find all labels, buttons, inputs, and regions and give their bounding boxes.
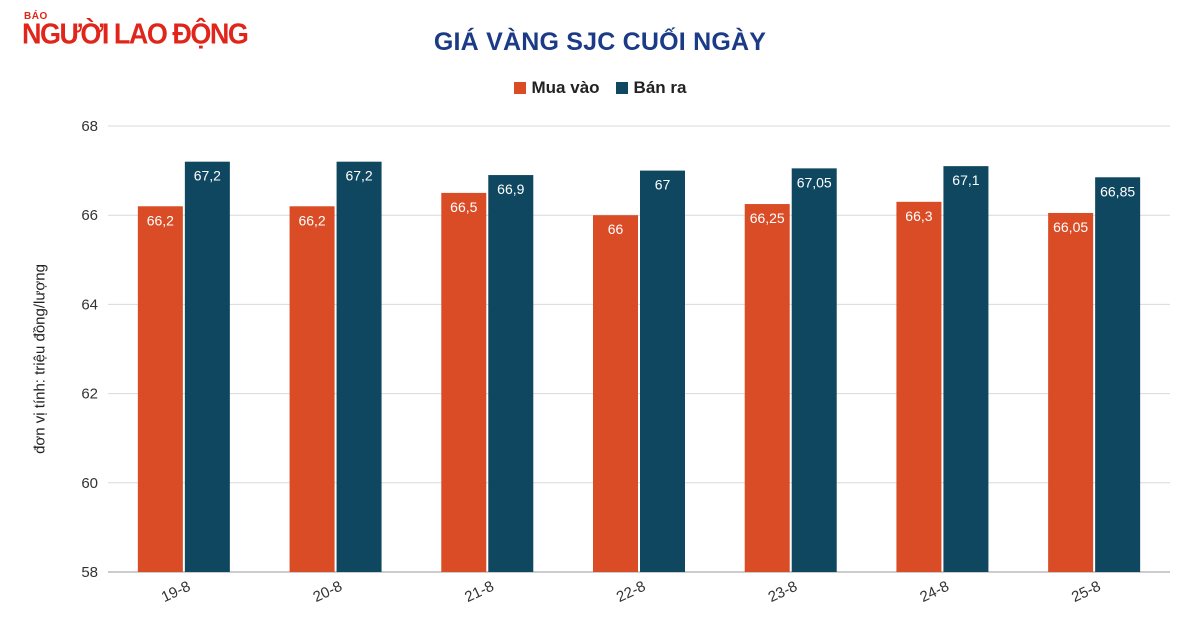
data-label-buy: 66,2 xyxy=(298,212,325,228)
data-label-sell: 66,85 xyxy=(1100,183,1135,199)
bar-buy xyxy=(896,201,942,572)
brand-logo: BÁO NGƯỜI LAO ĐỘNG xyxy=(22,11,249,50)
bar-sell xyxy=(336,161,382,572)
bar-buy xyxy=(744,204,790,573)
data-label-buy: 66 xyxy=(608,221,624,237)
x-tick-label: 25-8 xyxy=(1069,578,1103,606)
data-label-sell: 67 xyxy=(655,177,671,193)
y-tick-label: 66 xyxy=(81,207,98,224)
data-label-buy: 66,3 xyxy=(905,208,932,224)
x-tick-label: 22-8 xyxy=(614,578,648,606)
bar-sell xyxy=(184,161,230,572)
data-label-sell: 67,2 xyxy=(194,168,221,184)
data-label-buy: 66,5 xyxy=(450,199,477,215)
bar-sell xyxy=(1095,177,1141,573)
brand-name: NGƯỜI LAO ĐỘNG xyxy=(22,18,249,50)
data-label-sell: 67,05 xyxy=(797,174,832,190)
data-label-buy: 66,2 xyxy=(147,212,174,228)
legend-swatch-buy xyxy=(513,82,526,94)
legend-swatch-sell xyxy=(615,82,628,94)
bar-buy xyxy=(289,206,335,572)
legend-label-buy: Mua vào xyxy=(531,78,600,97)
brand-prefix: BÁO xyxy=(24,11,48,22)
y-tick-label: 60 xyxy=(81,475,98,492)
data-label-sell: 67,2 xyxy=(345,168,372,184)
y-tick-label: 64 xyxy=(81,296,98,313)
bar-buy xyxy=(1048,212,1094,572)
legend-item-sell: Bán ra xyxy=(615,78,687,98)
y-tick-label: 58 xyxy=(81,564,98,581)
data-label-buy: 66,25 xyxy=(750,210,785,226)
x-tick-label: 23-8 xyxy=(766,578,800,606)
legend-label-sell: Bán ra xyxy=(633,78,687,97)
legend-item-buy: Mua vào xyxy=(513,78,600,98)
bar-sell xyxy=(488,175,534,572)
bar-sell xyxy=(791,168,837,572)
bar-buy xyxy=(593,215,638,572)
data-label-buy: 66,05 xyxy=(1053,219,1088,235)
x-tick-label: 24-8 xyxy=(917,578,951,606)
bar-sell xyxy=(943,166,989,572)
bar-buy xyxy=(441,192,487,572)
data-label-sell: 67,1 xyxy=(952,172,979,188)
bar-sell xyxy=(640,170,685,572)
y-tick-label: 62 xyxy=(81,386,98,403)
y-tick-label: 68 xyxy=(81,118,98,135)
chart-legend: Mua vào Bán ra xyxy=(0,78,1200,98)
x-tick-label: 21-8 xyxy=(462,578,496,606)
x-tick-label: 20-8 xyxy=(310,578,344,606)
bar-buy xyxy=(137,206,183,572)
data-label-sell: 66,9 xyxy=(497,181,524,197)
x-tick-label: 19-8 xyxy=(159,578,193,606)
chart-title: GIÁ VÀNG SJC CUỐI NGÀY xyxy=(433,28,767,56)
